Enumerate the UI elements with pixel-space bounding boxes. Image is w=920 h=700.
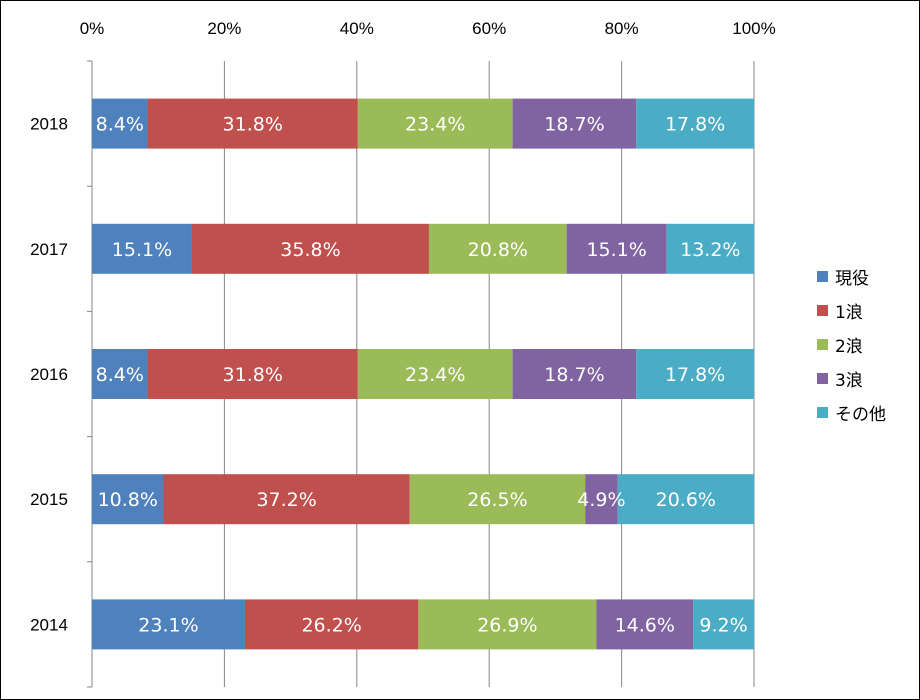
bar-segment — [596, 599, 694, 650]
category-label: 2017 — [30, 240, 68, 259]
legend-item: 現役 — [817, 259, 917, 293]
data-label: 26.9% — [477, 614, 537, 636]
bar-segment — [636, 349, 754, 399]
bar-segment — [512, 98, 637, 149]
data-label: 20.6% — [656, 489, 716, 511]
data-label: 8.4% — [96, 364, 144, 386]
data-label: 15.1% — [586, 239, 646, 261]
legend-swatch — [817, 338, 828, 350]
legend-item: 1浪 — [817, 293, 917, 327]
bar-segment — [428, 223, 567, 274]
legend-swatch — [817, 372, 828, 384]
category-label: 2014 — [30, 615, 68, 634]
x-tick-label: 60% — [472, 19, 506, 38]
bar-segment — [163, 474, 410, 525]
bar-segment — [92, 474, 164, 525]
bar-segment — [191, 223, 429, 274]
bar-segment — [92, 349, 148, 399]
data-label: 14.6% — [615, 614, 675, 636]
data-label: 35.8% — [280, 239, 340, 261]
bar-segment — [92, 599, 245, 650]
bar-segment — [693, 599, 754, 650]
legend-swatch — [817, 304, 828, 316]
data-label: 37.2% — [256, 489, 316, 511]
bar-segment — [357, 349, 513, 399]
bar-segment — [566, 223, 667, 274]
bar-segment — [585, 474, 618, 525]
legend: 現役 1浪 2浪 3浪その他 — [817, 259, 917, 429]
legend-label: 1浪 — [835, 302, 863, 323]
bar-segment — [357, 98, 513, 149]
category-label: 2018 — [30, 115, 68, 134]
bar-segment — [418, 599, 597, 650]
bars — [92, 98, 754, 650]
bar-segment — [244, 599, 419, 650]
data-label: 26.5% — [467, 489, 527, 511]
category-label: 2015 — [30, 490, 68, 509]
data-label: 4.9% — [577, 489, 625, 511]
legend-item: 3浪 — [817, 361, 917, 395]
data-label: 20.8% — [468, 239, 528, 261]
legend-swatch — [817, 270, 828, 282]
x-tick-label: 0% — [80, 19, 105, 38]
data-label: 23.4% — [405, 364, 465, 386]
legend-item: その他 — [817, 395, 917, 429]
data-label: 26.2% — [301, 614, 361, 636]
bar-segment — [92, 98, 148, 149]
x-tick-label: 20% — [207, 19, 241, 38]
data-label: 13.2% — [680, 239, 740, 261]
data-label: 15.1% — [112, 239, 172, 261]
x-tick-label: 100% — [732, 19, 775, 38]
data-label: 17.8% — [665, 364, 725, 386]
data-labels: 8.4% 31.8% 23.4% 18.7% 17.8% 15.1% 35.8% 20.8% 1… — [96, 114, 748, 637]
bar-segment — [147, 349, 358, 399]
legend-label: その他 — [835, 404, 886, 425]
data-label: 31.8% — [223, 114, 283, 136]
data-label: 8.4% — [96, 114, 144, 136]
data-label: 18.7% — [544, 364, 604, 386]
bar-segment — [617, 474, 754, 525]
legend-label: 現役 — [835, 268, 869, 289]
bar-segment — [666, 223, 754, 274]
x-tick-label: 40% — [340, 19, 374, 38]
bar-segment — [512, 349, 637, 399]
axes: 0% 20% 40% 60% 80% 100% 2018 2017 2016 2015 2014 — [30, 19, 776, 688]
data-label: 23.4% — [405, 114, 465, 136]
bar-segment — [636, 98, 754, 149]
data-label: 23.1% — [138, 614, 198, 636]
data-label: 18.7% — [544, 114, 604, 136]
bar-segment — [147, 98, 358, 149]
x-tick-label: 80% — [605, 19, 639, 38]
legend-label: 3浪 — [835, 370, 863, 391]
legend-label: 2浪 — [835, 336, 863, 357]
data-label: 17.8% — [665, 114, 725, 136]
data-label: 10.8% — [98, 489, 158, 511]
bar-segment — [92, 223, 192, 274]
legend-swatch — [817, 406, 828, 418]
category-label: 2016 — [30, 365, 68, 384]
legend-item: 2浪 — [817, 327, 917, 361]
data-label: 31.8% — [223, 364, 283, 386]
bar-segment — [409, 474, 586, 525]
data-label: 9.2% — [699, 614, 747, 636]
